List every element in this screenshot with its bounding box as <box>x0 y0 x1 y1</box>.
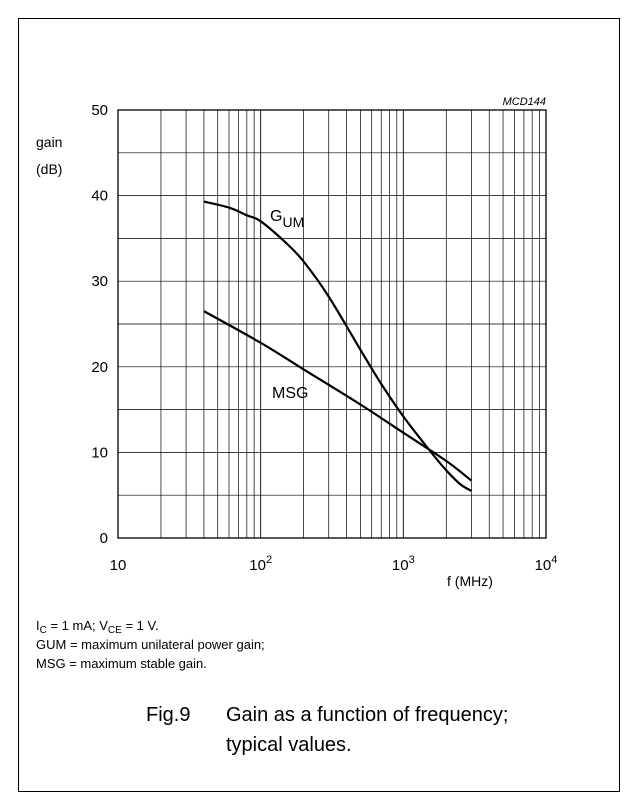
caption-line-1: Gain as a function of frequency; <box>226 704 509 726</box>
y-tick-label: 40 <box>91 188 108 205</box>
grid <box>118 110 546 538</box>
reference-code: MCD144 <box>503 96 546 108</box>
axes <box>117 109 547 539</box>
figure-frame <box>18 18 620 792</box>
x-tick-label: 10 <box>110 557 127 574</box>
curve-gum <box>203 200 472 492</box>
x-tick-label: 103 <box>392 554 415 574</box>
gum-definition: GUM = maximum unilateral power gain; <box>36 637 265 652</box>
y-axis-label: gain <box>36 134 62 150</box>
series-label-msg: MSG <box>272 385 308 402</box>
y-tick-label: 10 <box>91 444 108 461</box>
caption-line-2: typical values. <box>226 734 352 756</box>
figure-caption: Fig.9 Gain as a function of frequency; ty… <box>146 700 508 760</box>
y-tick-label: 30 <box>91 273 108 290</box>
curves <box>203 200 473 492</box>
y-tick-label: 50 <box>91 102 108 119</box>
plot-border <box>117 109 547 539</box>
series-label-gum: GUM <box>270 208 304 230</box>
x-axis-label: f (MHz) <box>447 573 493 589</box>
msg-definition: MSG = maximum stable gain. <box>36 656 207 671</box>
bias-condition: IC = 1 mA; VCE = 1 V. <box>36 618 159 636</box>
x-tick-label: 104 <box>535 554 558 574</box>
figure-number: Fig.9 <box>146 704 191 726</box>
x-tick-label: 102 <box>249 554 272 574</box>
y-axis-unit-label: (dB) <box>36 161 62 177</box>
y-tick-label: 20 <box>91 359 108 376</box>
y-tick-label: 0 <box>100 530 108 547</box>
curve-msg <box>203 310 473 482</box>
notes: IC = 1 mA; VCE = 1 V. GUM = maximum unil… <box>36 616 265 673</box>
